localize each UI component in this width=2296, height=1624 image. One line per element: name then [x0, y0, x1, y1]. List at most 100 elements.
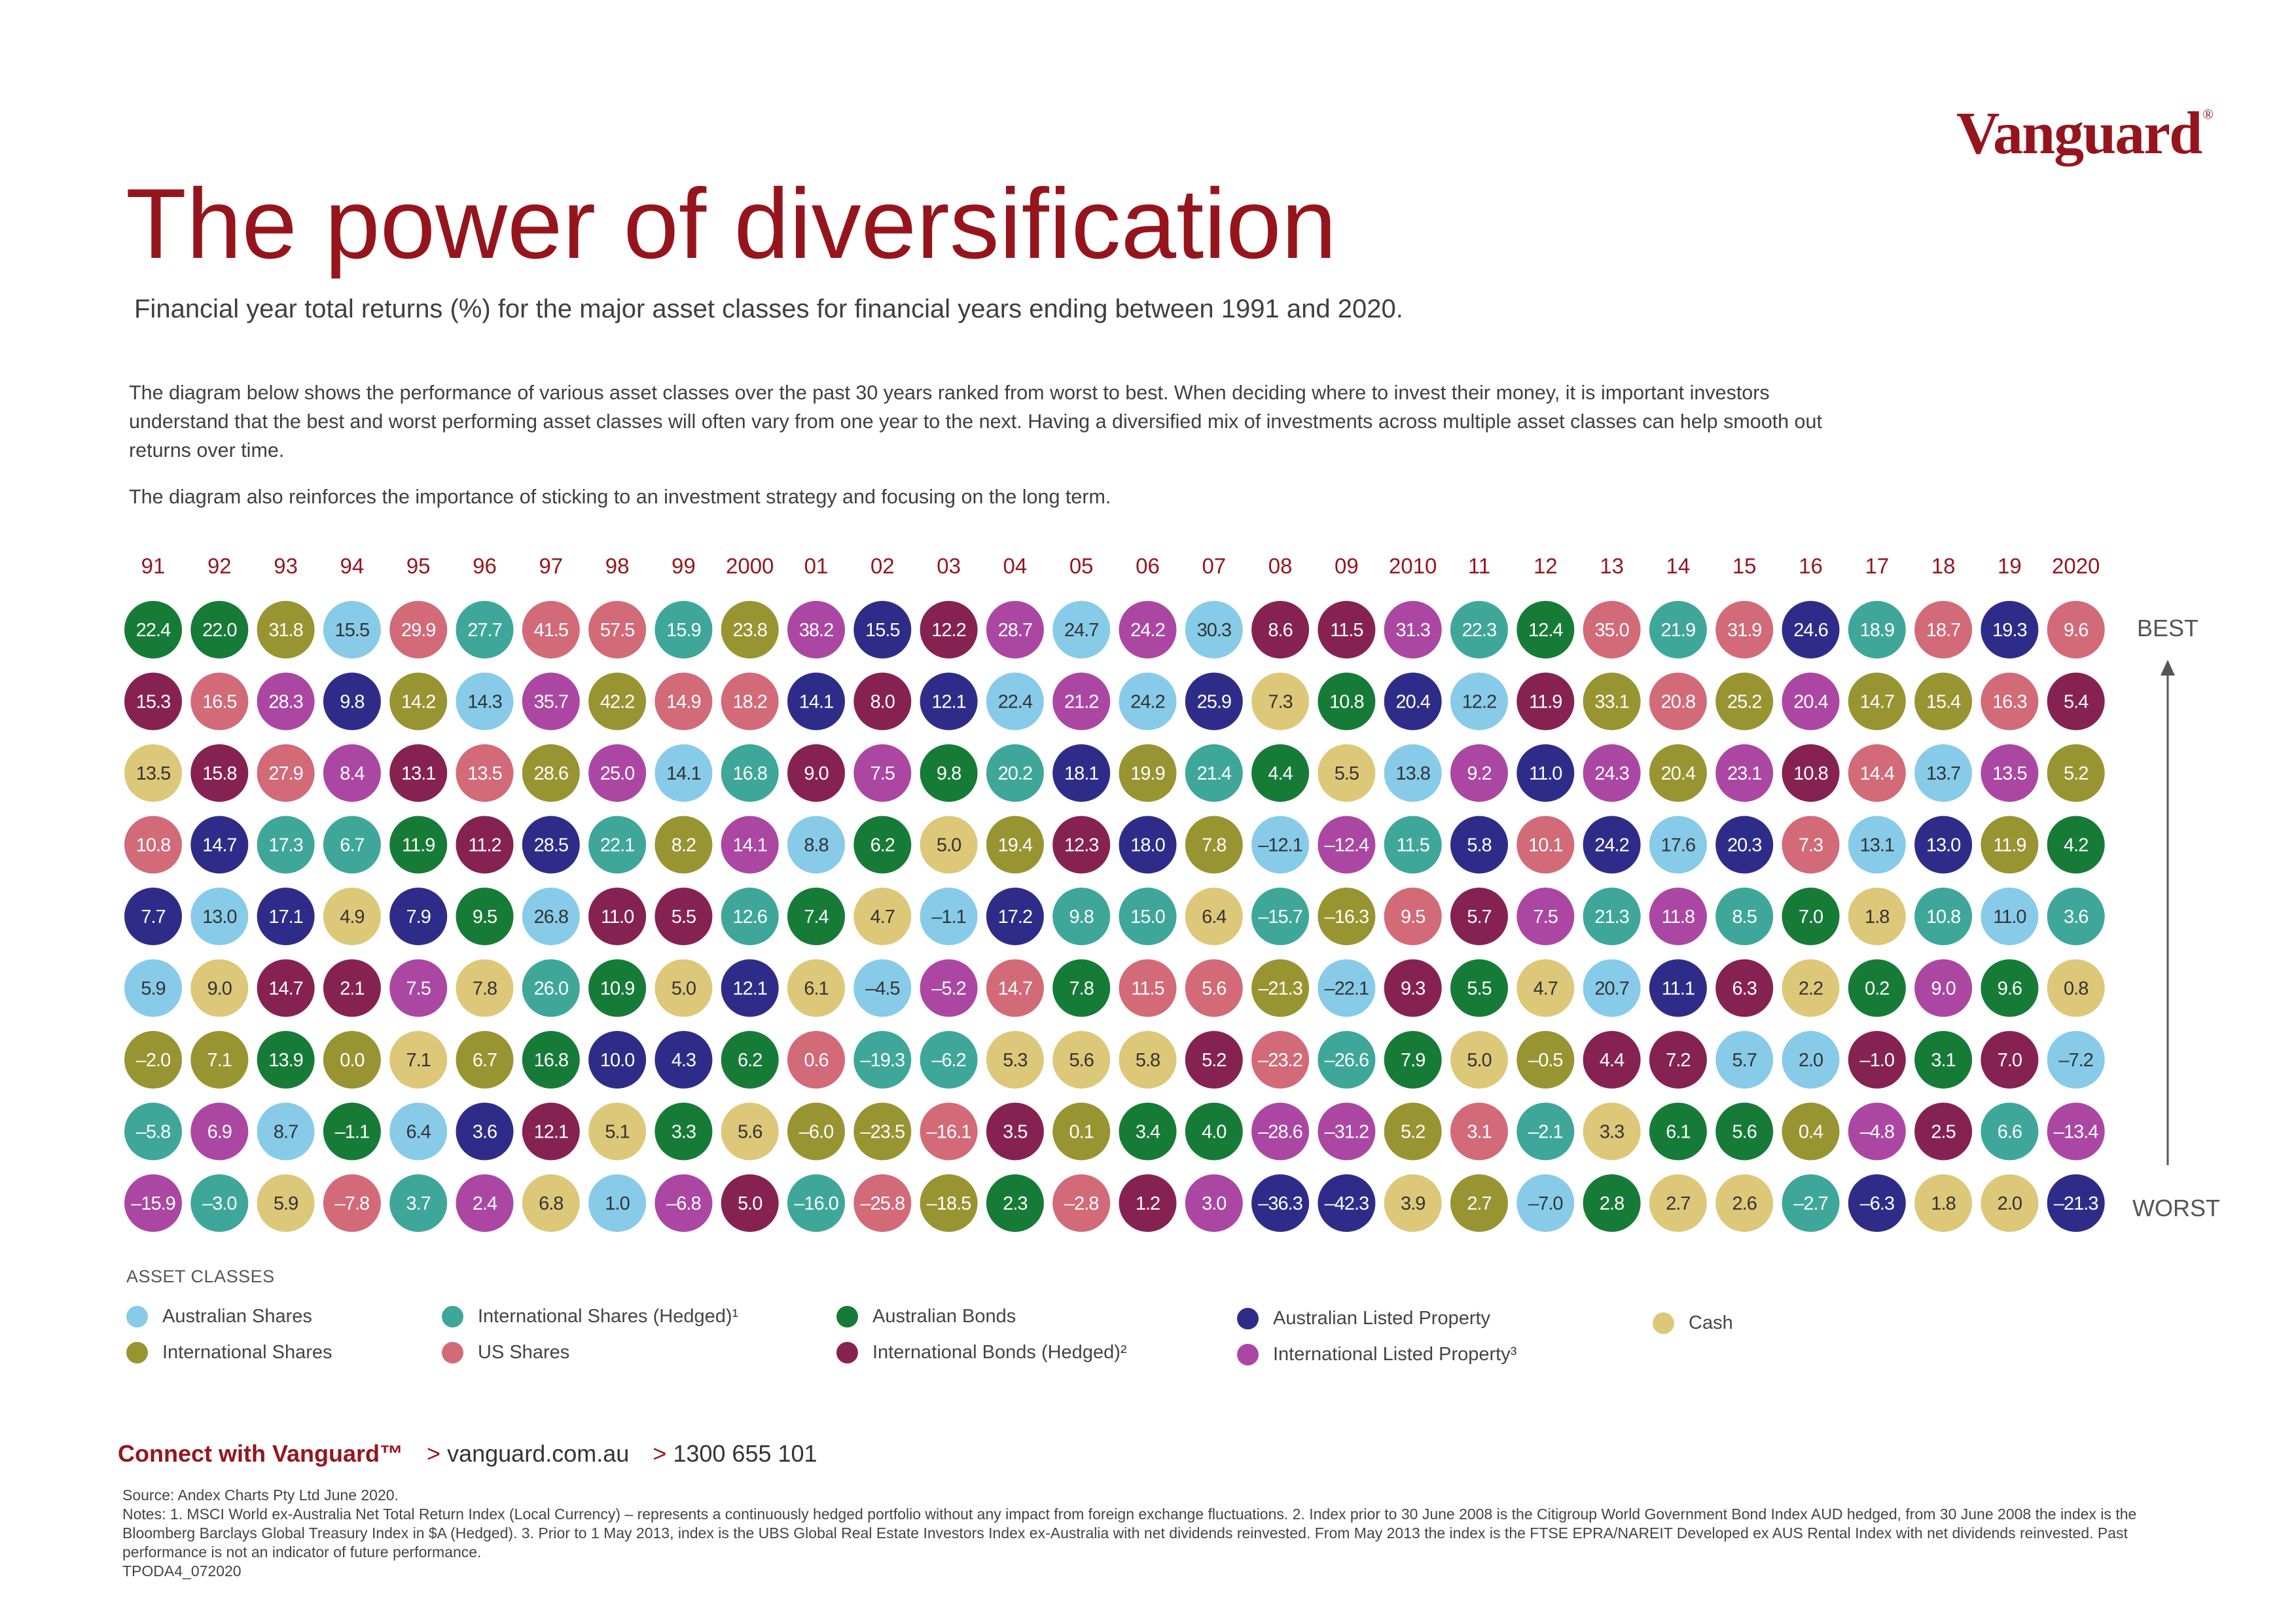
connect-bar: Connect with Vanguard™ > vanguard.com.au…	[118, 1440, 817, 1468]
return-cell	[1848, 601, 1906, 659]
website-link[interactable]: vanguard.com.au	[447, 1440, 630, 1467]
return-value: 2.5	[1931, 1122, 1955, 1143]
return-value: 6.7	[340, 835, 364, 856]
return-cell	[190, 888, 249, 945]
return-value: 11.5	[1330, 620, 1363, 641]
return-cell	[1715, 888, 1774, 945]
return-value: 3.7	[406, 1193, 431, 1214]
return-value: 19.4	[998, 835, 1033, 856]
return-value: 20.3	[1727, 835, 1761, 856]
return-cell	[721, 1031, 779, 1089]
return-value: 16.5	[202, 692, 236, 713]
legend-item: International Shares	[126, 1342, 332, 1363]
return-cell	[853, 672, 912, 731]
return-value: 5.0	[738, 1193, 762, 1214]
return-value: 6.4	[1202, 907, 1227, 928]
return-cell	[456, 1174, 514, 1232]
return-cell	[1450, 1031, 1508, 1089]
return-cell	[721, 959, 779, 1017]
return-cell	[257, 672, 315, 731]
year-label: 06	[1136, 554, 1160, 578]
return-cell	[1981, 1174, 2039, 1232]
return-value: 7.8	[1069, 979, 1094, 1000]
return-cell	[986, 672, 1044, 731]
return-value: –6.2	[931, 1050, 965, 1071]
return-value: 15.4	[1926, 692, 1961, 713]
return-value: 7.5	[870, 763, 895, 784]
return-value: 4.4	[1600, 1050, 1624, 1071]
return-value: 21.2	[1064, 692, 1098, 713]
return-value: 27.7	[467, 620, 501, 641]
phone-link[interactable]: 1300 655 101	[673, 1440, 817, 1467]
return-cell	[456, 1031, 514, 1089]
return-value: –1.1	[931, 907, 965, 928]
return-value: 18.2	[732, 692, 766, 713]
return-value: 14.1	[799, 692, 833, 713]
return-value: 12.3	[1064, 835, 1098, 856]
return-cell	[920, 888, 978, 945]
return-cell	[1782, 959, 1840, 1017]
return-cell	[389, 1174, 448, 1232]
return-value: 11.9	[1993, 835, 2026, 856]
return-value: 26.8	[534, 907, 568, 928]
return-cell	[1981, 816, 2039, 874]
return-cell	[190, 1102, 249, 1161]
return-value: 5.7	[1467, 907, 1491, 928]
return-value: 5.6	[1202, 979, 1226, 1000]
return-cell	[1251, 1102, 1310, 1161]
return-value: 14.2	[401, 692, 435, 713]
return-cell	[853, 888, 912, 945]
return-cell	[1914, 816, 1973, 874]
return-cell	[1516, 816, 1575, 874]
return-cell	[2047, 1102, 2105, 1161]
return-cell	[389, 601, 448, 659]
return-cell	[522, 672, 580, 731]
return-value: –7.0	[1528, 1193, 1562, 1214]
return-cell	[190, 1031, 249, 1089]
return-cell	[1981, 959, 2039, 1017]
return-cell	[124, 672, 182, 731]
return-cell	[389, 959, 448, 1017]
return-cell	[588, 744, 647, 802]
return-cell	[588, 888, 647, 945]
return-value: 9.5	[473, 907, 497, 928]
return-value: 4.4	[1268, 763, 1293, 784]
return-cell	[588, 1174, 647, 1232]
year-label: 17	[1865, 554, 1889, 578]
return-cell	[986, 744, 1044, 802]
return-cell	[1848, 1102, 1906, 1161]
return-value: 38.2	[799, 620, 833, 641]
return-cell	[853, 1102, 912, 1161]
return-cell	[2047, 959, 2105, 1017]
return-value: 22.0	[202, 620, 236, 641]
return-cell	[1450, 816, 1508, 874]
return-value: 7.9	[1401, 1050, 1425, 1071]
return-cell	[1715, 601, 1774, 659]
return-cell	[456, 1102, 514, 1161]
year-label: 93	[274, 554, 298, 578]
return-value: –5.2	[931, 979, 965, 1000]
return-value: 5.8	[1136, 1050, 1160, 1071]
source-note: Source: Andex Charts Pty Ltd June 2020.	[122, 1487, 399, 1504]
return-value: 5.6	[1732, 1122, 1757, 1143]
return-value: 9.8	[1069, 907, 1094, 928]
legend-item: International Listed Property³	[1237, 1344, 1516, 1365]
return-cell	[1384, 672, 1442, 731]
return-cell	[257, 959, 315, 1017]
return-cell	[588, 672, 647, 731]
return-cell	[1715, 744, 1774, 802]
return-cell	[1450, 672, 1508, 731]
return-cell	[124, 816, 182, 874]
return-cell	[1119, 1102, 1177, 1161]
return-cell	[1119, 744, 1177, 802]
return-cell	[1583, 672, 1641, 731]
return-cell	[1384, 816, 1442, 874]
page-subtitle: Financial year total returns (%) for the…	[134, 295, 1403, 323]
return-value: 3.0	[1202, 1193, 1226, 1214]
return-value: 7.8	[1202, 835, 1226, 856]
return-cell	[1782, 1102, 1840, 1161]
return-cell	[1782, 601, 1840, 659]
year-label: 92	[207, 554, 232, 578]
return-value: –15.9	[131, 1193, 175, 1214]
return-value: 16.8	[732, 763, 766, 784]
